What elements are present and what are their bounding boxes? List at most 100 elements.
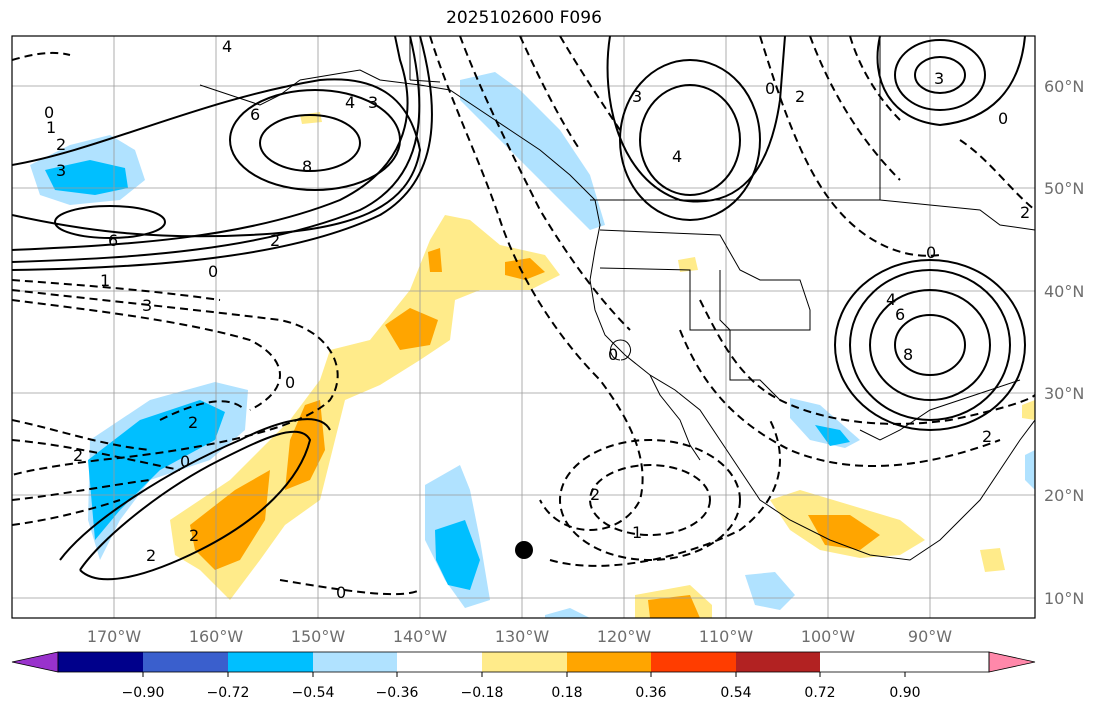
lon-tick-label: 160°W: [189, 627, 244, 646]
contour-label: 0: [998, 109, 1008, 128]
contour-label: 0: [180, 452, 190, 471]
contour-label: 3: [368, 93, 378, 112]
map-title: 2025102600 F096: [446, 8, 602, 28]
colorbar-tick-label: 0.90: [889, 685, 920, 701]
contour-label: 3: [56, 161, 66, 180]
contour-label: 6: [108, 231, 118, 250]
contour-label: 0: [208, 262, 218, 281]
contour-label: 8: [302, 157, 312, 176]
colorbar-segment: [567, 652, 651, 672]
negative-anomaly-region: [435, 520, 480, 590]
colorbar-tick-label: 0.36: [635, 685, 666, 701]
colorbar-tick-label: −0.36: [376, 685, 419, 701]
contour-label: 2: [146, 546, 156, 565]
colorbar-segment: [313, 652, 397, 672]
colorbar-tick-label: −0.90: [122, 685, 165, 701]
negative-contours: [12, 36, 1035, 596]
colorbar: −0.90 −0.72 −0.54 −0.36 −0.18 0.18 0.36 …: [11, 651, 1036, 701]
lon-tick-label: 170°W: [87, 627, 142, 646]
contour-label: 6: [895, 305, 905, 324]
colorbar-segment: [228, 652, 313, 672]
graticule: [12, 36, 1035, 618]
contour-label: 0: [285, 373, 295, 392]
colorbar-tick-label: 0.72: [804, 685, 835, 701]
colorbar-segment: [58, 652, 143, 672]
lon-tick-label: 90°W: [908, 627, 952, 646]
positive-contours: [12, 36, 1026, 581]
contour-label: 0: [765, 79, 775, 98]
negative-anomaly-region: [460, 72, 605, 230]
contour-label: 3: [142, 296, 152, 315]
contour-label-layer: 4 0 1 2 3 6 8 4 3 6 2 0 1 3 0 2 0 2 2 2 …: [44, 37, 1030, 602]
positive-anomaly-region: [505, 258, 545, 280]
contour-label: 2: [270, 231, 280, 250]
negative-anomaly-region: [1025, 450, 1035, 490]
contour-label: 1: [632, 523, 642, 542]
colorbar-tick-label: 0.54: [720, 685, 751, 701]
lat-tick-label: 10°N: [1044, 589, 1084, 608]
contour-label: 0: [926, 243, 936, 262]
latitude-axis: 60°N 50°N 40°N 30°N 20°N 10°N: [1044, 77, 1084, 608]
contour-label: 2: [795, 87, 805, 106]
colorbar-tick-label: −0.54: [292, 685, 335, 701]
positive-anomaly-region: [648, 595, 700, 618]
positive-anomaly-region: [385, 308, 438, 350]
lon-tick-label: 150°W: [291, 627, 346, 646]
contour-label: 2: [1020, 203, 1030, 222]
positive-anomaly-region: [1022, 400, 1035, 420]
contour-label: 3: [934, 69, 944, 88]
positive-anomaly-region: [678, 257, 698, 272]
colorbar-extend-low: [11, 651, 59, 673]
colorbar-segment: [143, 652, 228, 672]
contour-label: 2: [188, 413, 198, 432]
colorbar-tick-label: 0.18: [551, 685, 582, 701]
location-dot: [515, 541, 533, 559]
contour-label: 2: [189, 526, 199, 545]
lat-tick-label: 50°N: [1044, 179, 1084, 198]
colorbar-ticks: [142, 672, 906, 677]
lat-tick-label: 20°N: [1044, 486, 1084, 505]
contour-label: 1: [100, 271, 110, 290]
lat-tick-label: 60°N: [1044, 77, 1084, 96]
contour-label: 1: [46, 118, 56, 137]
lat-tick-label: 30°N: [1044, 384, 1084, 403]
contour-label: 4: [345, 93, 355, 112]
negative-anomaly-region: [45, 160, 128, 195]
colorbar-segment: [736, 652, 820, 672]
positive-anomaly-region: [980, 548, 1005, 572]
positive-anomaly-region: [808, 515, 880, 550]
lat-tick-label: 40°N: [1044, 282, 1084, 301]
colorbar-segment: [397, 652, 482, 672]
contour-label: 0: [44, 103, 54, 122]
negative-anomaly-region: [815, 425, 850, 446]
colorbar-segment: [482, 652, 567, 672]
contour-label: 0: [336, 583, 346, 602]
lon-tick-label: 130°W: [495, 627, 550, 646]
colorbar-tick-label: −0.18: [461, 685, 504, 701]
lon-tick-label: 100°W: [801, 627, 856, 646]
contour-label: 4: [222, 37, 232, 56]
lon-tick-label: 110°W: [699, 627, 754, 646]
contour-label: 2: [982, 427, 992, 446]
negative-anomaly-region: [745, 572, 795, 610]
positive-anomaly-region: [285, 400, 325, 490]
contour-label: 3: [632, 87, 642, 106]
colorbar-extend-high: [988, 651, 1036, 673]
contour-label: 8: [903, 345, 913, 364]
contour-label: 0: [608, 345, 618, 364]
longitude-axis: 170°W 160°W 150°W 140°W 130°W 120°W 110°…: [87, 627, 952, 646]
colorbar-frame: [57, 651, 990, 673]
contour-label: 2: [56, 135, 66, 154]
contour-label: 2: [73, 446, 83, 465]
contour-label: 4: [886, 290, 896, 309]
contour-label: 4: [672, 147, 682, 166]
negative-anomaly-region: [545, 608, 590, 618]
colorbar-segment: [651, 652, 736, 672]
lon-tick-label: 140°W: [393, 627, 448, 646]
contour-label: 2: [590, 485, 600, 504]
contour-label: 6: [250, 105, 260, 124]
plot-frame: [11, 35, 1036, 619]
lon-tick-label: 120°W: [597, 627, 652, 646]
positive-anomaly-region: [428, 248, 442, 272]
